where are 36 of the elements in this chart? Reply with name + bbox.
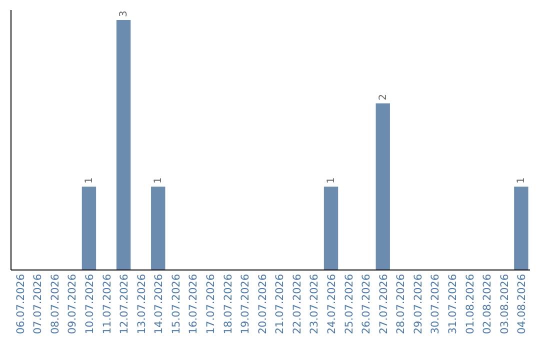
data-label: 3 [118,10,130,17]
data-label: 2 [378,94,389,100]
x-tick-label: 30.07.2026 [430,274,442,334]
x-tick-label: 09.07.2026 [66,274,79,334]
x-tick-label: 08.07.2026 [49,274,62,334]
x-tick-label: 16.07.2026 [188,274,200,334]
x-tick-label: 17.07.2026 [204,274,217,334]
x-tick-label: 18.07.2026 [222,274,234,334]
x-tick-label: 10.07.2026 [84,274,96,334]
data-label: 1 [153,177,164,184]
x-tick-label: 22.07.2026 [291,274,304,334]
x-tick-label: 20.07.2026 [256,274,269,334]
x-tick-label: 14.07.2026 [153,274,166,334]
x-tick-label: 13.07.2026 [136,274,148,334]
x-tick-label: 29.07.2026 [412,274,424,334]
x-tick-label: 19.07.2026 [240,274,252,334]
x-tick-label: 11.07.2026 [101,274,114,334]
data-label: 1 [516,177,528,184]
x-tick-label: 26.07.2026 [360,274,373,334]
x-tick-label: 28.07.2026 [395,274,408,334]
x-tick-label: 01.08.2026 [464,274,476,334]
x-tick-label: 27.07.2026 [378,274,390,334]
data-label: 1 [326,177,338,184]
x-tick-label: 31.07.2026 [447,274,460,334]
x-tick-label: 07.07.2026 [32,274,44,334]
x-tick-label: 25.07.2026 [343,274,356,334]
x-tick-label: 12.07.2026 [118,274,131,334]
x-tick-label: 04.08.2026 [516,274,528,334]
x-tick-label: 06.07.2026 [14,274,27,334]
data-label: 1 [84,177,95,184]
x-tick-label: 02.08.2026 [482,274,494,334]
x-tick-label: 21.07.2026 [274,274,286,334]
x-tick-label: 03.08.2026 [498,274,511,334]
x-tick-label: 15.07.2026 [170,274,182,334]
x-tick-label: 24.07.2026 [326,274,338,334]
x-tick-label: 23.07.2026 [308,274,321,334]
